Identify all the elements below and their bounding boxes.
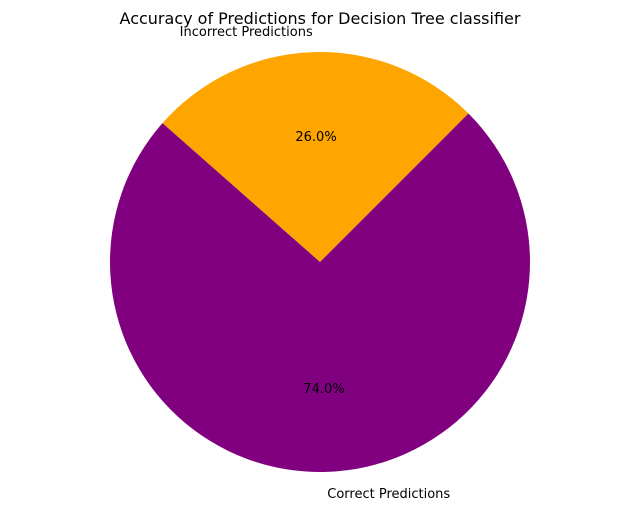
slice-label-incorrect-predictions: Incorrect Predictions <box>180 25 313 40</box>
chart-title: Accuracy of Predictions for Decision Tre… <box>120 9 521 28</box>
slice-label-correct-predictions: Correct Predictions <box>327 487 450 502</box>
pie-labels: Incorrect Predictions 26.0% Correct Predic… <box>180 25 451 502</box>
percent-label-correct-predictions: 74.0% <box>303 382 344 397</box>
pie-slice-correct-predictions <box>110 113 530 472</box>
pie-slice-incorrect-predictions <box>162 51 469 263</box>
pie-slices <box>110 51 530 472</box>
percent-label-incorrect-predictions: 26.0% <box>295 130 336 145</box>
